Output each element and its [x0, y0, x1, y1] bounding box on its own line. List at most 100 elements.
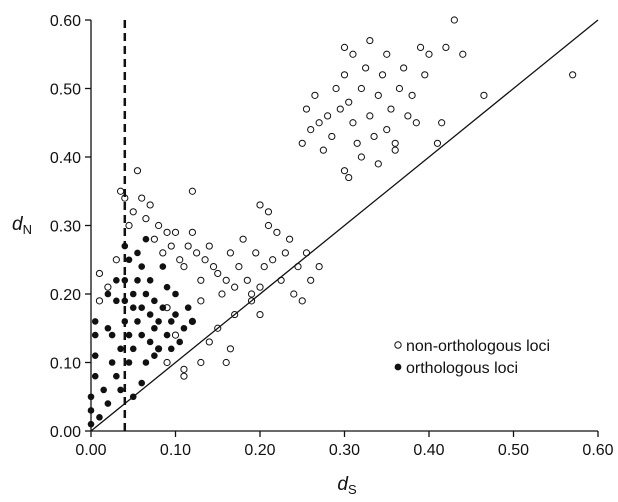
orthologous-point	[138, 379, 145, 387]
orthologous-point	[125, 359, 133, 366]
x-axis-title-main: d	[337, 474, 349, 495]
non-orthologous-point	[319, 146, 327, 154]
orthologous-point	[138, 331, 145, 339]
y-axis-title: dN	[12, 214, 32, 237]
non-orthologous-point	[95, 297, 104, 305]
non-orthologous-point	[433, 139, 442, 147]
orthologous-point	[117, 386, 124, 394]
non-orthologous-point	[252, 249, 260, 257]
non-orthologous-point	[231, 283, 239, 291]
non-orthologous-point	[171, 228, 180, 236]
non-orthologous-point	[315, 263, 323, 271]
non-orthologous-point	[336, 105, 344, 113]
non-orthologous-point	[340, 167, 349, 175]
legend-filled-circle-icon	[394, 363, 402, 371]
non-orthologous-point	[408, 91, 416, 99]
non-orthologous-point	[328, 132, 336, 141]
non-orthologous-point	[307, 276, 315, 284]
orthologous-point	[134, 318, 141, 325]
orthologous-points	[87, 235, 196, 428]
non-orthologous-point	[298, 297, 306, 305]
orthologous-point	[129, 290, 137, 298]
non-orthologous-points	[95, 16, 577, 380]
x-tick-label: 0.00	[75, 442, 106, 459]
orthologous-point	[146, 338, 154, 346]
non-orthologous-point	[378, 71, 387, 79]
non-orthologous-point	[180, 372, 188, 380]
non-orthologous-point	[416, 43, 425, 52]
non-orthologous-point	[218, 290, 226, 298]
non-orthologous-point	[125, 221, 133, 230]
legend-label-orthologous: orthologous loci	[406, 360, 518, 377]
y-tick-label: 0.60	[50, 13, 81, 30]
non-orthologous-point	[197, 276, 205, 284]
non-orthologous-point	[146, 201, 154, 209]
y-axis-title-subscript: N	[23, 222, 32, 237]
y-tick-label: 0.10	[50, 356, 81, 373]
y-axis-title-main: d	[12, 214, 24, 235]
orthologous-point	[129, 304, 137, 312]
x-axis-ticks: 0.00 0.10 0.20 0.30 0.40 0.50 0.60	[75, 431, 614, 459]
non-orthologous-point	[184, 242, 192, 250]
orthologous-point	[151, 352, 158, 359]
non-orthologous-point	[201, 256, 209, 264]
orthologous-point	[184, 304, 192, 312]
non-orthologous-point	[362, 64, 370, 72]
orthologous-point	[138, 263, 145, 270]
non-orthologous-point	[421, 71, 429, 79]
orthologous-point	[113, 372, 120, 380]
non-orthologous-point	[159, 249, 167, 257]
non-orthologous-point	[349, 50, 357, 58]
non-orthologous-point	[188, 228, 196, 236]
non-orthologous-point	[349, 119, 357, 127]
orthologous-point	[91, 331, 99, 339]
non-orthologous-point	[307, 126, 315, 134]
orthologous-point	[108, 331, 116, 339]
non-orthologous-point	[281, 249, 289, 257]
orthologous-point	[104, 400, 112, 407]
non-orthologous-point	[116, 187, 125, 195]
non-orthologous-point	[256, 310, 264, 319]
y-tick-label: 0.00	[50, 424, 81, 441]
legend-open-circle-icon	[394, 341, 402, 349]
non-orthologous-point	[197, 297, 205, 305]
non-orthologous-point	[383, 50, 391, 58]
non-orthologous-point	[167, 242, 175, 250]
identity-line	[90, 19, 599, 432]
orthologous-point	[96, 414, 103, 421]
x-tick-label: 0.30	[329, 442, 360, 459]
orthologous-point	[146, 277, 154, 284]
orthologous-point	[108, 359, 116, 366]
orthologous-point	[151, 324, 158, 332]
orthologous-point	[180, 324, 188, 332]
non-orthologous-point	[239, 235, 247, 243]
non-orthologous-point	[459, 50, 467, 58]
non-orthologous-point	[256, 283, 264, 291]
orthologous-point	[113, 297, 120, 305]
non-orthologous-point	[243, 276, 251, 284]
non-orthologous-point	[235, 263, 243, 271]
non-orthologous-point	[324, 112, 332, 120]
x-tick-label: 0.20	[244, 442, 275, 459]
y-axis-ticks: 0.00 0.10 0.20 0.30 0.40 0.50 0.60	[50, 13, 91, 441]
orthologous-point	[134, 249, 141, 257]
non-orthologous-point	[264, 208, 273, 216]
non-orthologous-point	[269, 256, 277, 264]
orthologous-point	[100, 386, 107, 394]
y-tick-label: 0.30	[50, 219, 81, 236]
x-axis-title-subscript: S	[348, 482, 357, 497]
non-orthologous-point	[425, 50, 433, 58]
non-orthologous-point	[404, 112, 412, 120]
orthologous-point	[104, 324, 112, 332]
non-orthologous-point	[383, 126, 391, 134]
non-orthologous-point	[226, 249, 235, 257]
orthologous-point	[163, 331, 171, 339]
non-orthologous-point	[370, 132, 378, 141]
orthologous-point	[142, 359, 150, 366]
non-orthologous-point	[311, 91, 319, 99]
orthologous-point	[176, 338, 184, 346]
orthologous-point	[91, 318, 99, 325]
non-orthologous-point	[188, 187, 196, 195]
non-orthologous-point	[315, 119, 323, 127]
legend: non-orthologous loci orthologous loci	[394, 338, 550, 377]
